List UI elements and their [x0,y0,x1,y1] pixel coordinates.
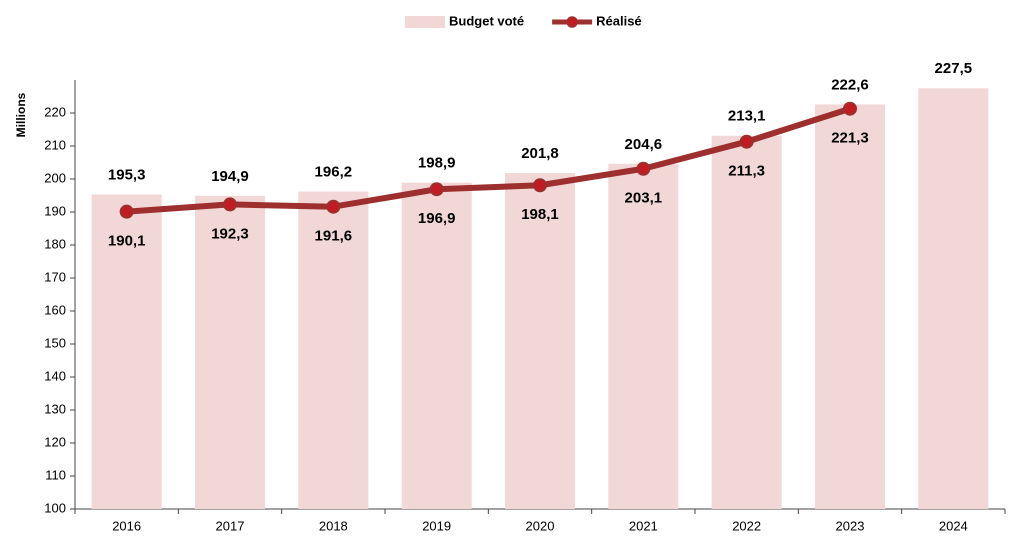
x-tick-label: 2019 [422,518,451,533]
legend-swatch [405,16,445,28]
line-marker [326,199,341,214]
y-tick-label: 170 [44,269,66,284]
bar [918,88,989,509]
line-value-label: 192,3 [211,225,249,242]
line-value-label: 191,6 [315,228,353,245]
legend-swatch [566,16,578,28]
bar-value-label: 222,6 [831,76,869,93]
x-tick-label: 2022 [732,518,761,533]
y-tick-label: 180 [44,236,66,251]
bar-value-label: 195,3 [108,166,146,183]
line-marker [843,101,857,116]
line [126,105,851,215]
y-tick-label: 120 [44,434,66,449]
line-marker [223,197,237,212]
bar [608,163,679,509]
bar [195,195,265,509]
bar [298,191,369,510]
y-tick-label: 150 [44,335,66,350]
x-tick-label: 2021 [629,518,658,533]
line-marker [533,178,547,193]
y-tick-label: 100 [44,500,66,515]
y-axis-label: Millions [14,92,28,137]
y-tick-label: 190 [44,203,66,218]
line-value-label: 198,1 [521,206,559,223]
bar-value-label: 198,9 [418,155,456,172]
y-tick-label: 210 [44,137,66,152]
bar-value-label: 227,5 [935,60,973,77]
y-tick-label: 110 [45,467,66,482]
y-tick-label: 140 [44,368,66,383]
x-tick-label: 2018 [319,518,348,533]
y-tick-label: 200 [44,170,66,185]
line-marker [739,134,754,149]
bar-value-label: 213,1 [728,108,766,125]
bar [91,194,162,509]
bar [401,182,472,509]
line-value-label: 211,3 [728,163,765,180]
x-tick-label: 2020 [526,518,555,533]
legend-label: Réalisé [596,13,642,28]
bar-value-label: 201,8 [521,145,559,162]
bar-value-label: 204,6 [625,136,663,153]
y-tick-label: 220 [44,104,66,119]
line-value-label: 190,1 [108,233,146,250]
line-value-label: 203,1 [625,190,663,207]
x-tick-label: 2017 [216,518,245,533]
bar-value-label: 196,2 [315,164,353,181]
bar-value-label: 194,9 [211,168,249,185]
line-value-label: 196,9 [418,210,456,227]
line-marker [429,182,444,197]
y-tick-label: 130 [44,401,66,416]
bar [711,135,782,509]
legend-label: Budget voté [449,13,524,28]
x-tick-label: 2023 [836,518,865,533]
bar [815,104,885,510]
y-tick-label: 160 [44,302,66,317]
bar [505,173,575,509]
x-tick-label: 2016 [112,518,141,533]
line-marker [119,204,134,219]
x-tick-label: 2024 [939,518,968,533]
line-value-label: 221,3 [831,130,869,147]
line-marker [636,161,651,176]
